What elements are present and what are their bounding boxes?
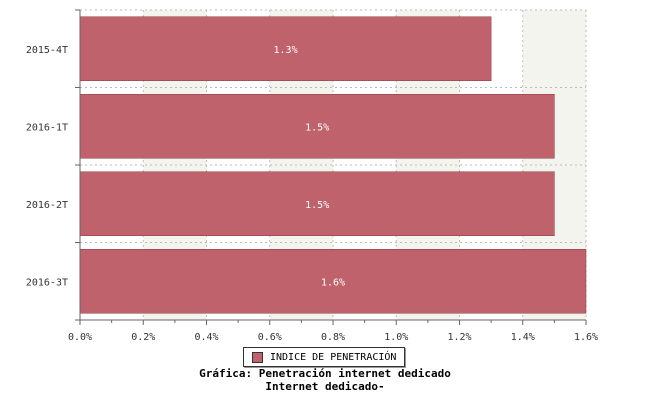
caption-line-2: Internet dedicado- (265, 380, 385, 393)
x-axis: 0.0% 0.2% 0.4% 0.6% 0.8% 1.0% 1.2% 1.4% 1.6% (68, 319, 598, 343)
y-axis: 2015-4T 2016-1T 2016-2T 2016-3T (26, 9, 81, 321)
x-tick-label: 0.2% (131, 332, 155, 343)
x-tick-label: 0.8% (321, 332, 345, 343)
x-tick-label: 0.6% (258, 332, 282, 343)
bar-value-label: 1.5% (305, 200, 329, 211)
y-tick-label: 2016-3T (26, 277, 68, 288)
y-tick-label: 2016-1T (26, 122, 68, 133)
caption-line-1: Gráfica: Penetración internet dedicado (199, 367, 451, 380)
bar (79, 94, 555, 159)
bar-value-labels: 1.3% 1.5% 1.5% 1.6% (274, 45, 346, 289)
x-tick-label: 1.4% (511, 332, 535, 343)
chart-caption: Gráfica: Penetración internet dedicado I… (0, 367, 650, 393)
x-tick-label: 0.4% (194, 332, 218, 343)
bar-chart: 1.3%1.5%1.5%1.6% 2015-4T2016-1T2016-2T20… (26, 9, 598, 343)
bar-value-label: 1.3% (274, 45, 298, 56)
bar-value-label: 1.5% (305, 122, 329, 133)
legend-label: INDICE DE PENETRACIÓN (270, 351, 397, 363)
x-tick-label: 1.0% (384, 332, 408, 343)
x-tick-label: 1.6% (574, 332, 598, 343)
bar (79, 249, 587, 314)
y-tick-label: 2016-2T (26, 200, 68, 211)
x-tick-label: 1.2% (447, 332, 471, 343)
bar (79, 16, 492, 81)
x-tick-label: 0.0% (68, 332, 92, 343)
legend-swatch (252, 351, 263, 363)
bar-value-label: 1.6% (321, 277, 345, 288)
legend: INDICE DE PENETRACIÓN (243, 347, 406, 367)
y-tick-label: 2015-4T (26, 45, 68, 56)
bar (79, 171, 555, 236)
bars (79, 16, 587, 314)
